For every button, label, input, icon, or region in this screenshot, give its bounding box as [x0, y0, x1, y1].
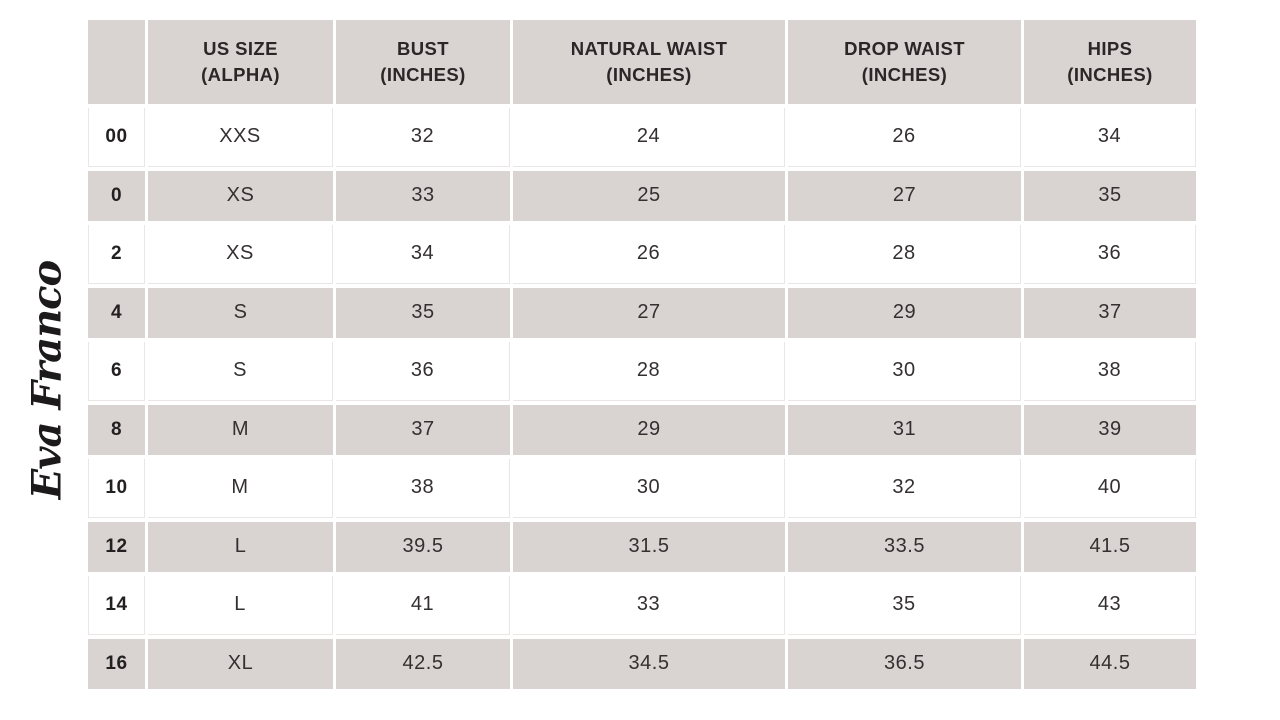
cell-bust: 32 — [336, 108, 510, 167]
cell-us-size: 16 — [88, 634, 145, 693]
cell-natural-waist: 34.5 — [513, 634, 785, 693]
brand-logo-text: Eva Franco — [23, 260, 71, 500]
cell-drop-waist: 29 — [788, 283, 1021, 342]
cell-bust: 39.5 — [336, 517, 510, 576]
cell-natural-waist: 27 — [513, 283, 785, 342]
size-row-10: 10 M 38 30 32 40 — [88, 459, 1196, 518]
cell-natural-waist: 28 — [513, 342, 785, 401]
cell-us-size: 8 — [88, 400, 145, 459]
size-row-14: 14 L 41 33 35 43 — [88, 576, 1196, 635]
cell-natural-waist: 30 — [513, 459, 785, 518]
cell-alpha-size: M — [148, 459, 333, 518]
cell-alpha-size: XS — [148, 166, 333, 225]
cell-alpha-size: L — [148, 517, 333, 576]
cell-natural-waist: 33 — [513, 576, 785, 635]
column-header-us-size — [88, 20, 145, 108]
cell-bust: 42.5 — [336, 634, 510, 693]
cell-alpha-size: M — [148, 400, 333, 459]
size-row-16: 16 XL 42.5 34.5 36.5 44.5 — [88, 634, 1196, 693]
cell-bust: 36 — [336, 342, 510, 401]
cell-alpha-size: XXS — [148, 108, 333, 167]
cell-hips: 43 — [1024, 576, 1196, 635]
cell-natural-waist: 29 — [513, 400, 785, 459]
cell-bust: 35 — [336, 283, 510, 342]
cell-alpha-size: XS — [148, 225, 333, 284]
cell-hips: 39 — [1024, 400, 1196, 459]
cell-drop-waist: 35 — [788, 576, 1021, 635]
column-header-natural-waist: NATURAL WAIST (INCHES) — [513, 20, 785, 108]
size-row-2: 2 XS 34 26 28 36 — [88, 225, 1196, 284]
size-row-0: 0 XS 33 25 27 35 — [88, 166, 1196, 225]
cell-drop-waist: 27 — [788, 166, 1021, 225]
size-row-12: 12 L 39.5 31.5 33.5 41.5 — [88, 517, 1196, 576]
cell-alpha-size: L — [148, 576, 333, 635]
cell-hips: 40 — [1024, 459, 1196, 518]
cell-hips: 37 — [1024, 283, 1196, 342]
cell-bust: 37 — [336, 400, 510, 459]
cell-us-size: 4 — [88, 283, 145, 342]
cell-hips: 44.5 — [1024, 634, 1196, 693]
size-row-8: 8 M 37 29 31 39 — [88, 400, 1196, 459]
cell-bust: 41 — [336, 576, 510, 635]
cell-alpha-size: S — [148, 342, 333, 401]
cell-natural-waist: 31.5 — [513, 517, 785, 576]
cell-drop-waist: 31 — [788, 400, 1021, 459]
cell-drop-waist: 32 — [788, 459, 1021, 518]
cell-us-size: 6 — [88, 342, 145, 401]
cell-natural-waist: 25 — [513, 166, 785, 225]
size-row-00: 00 XXS 32 24 26 34 — [88, 108, 1196, 167]
cell-drop-waist: 36.5 — [788, 634, 1021, 693]
cell-natural-waist: 26 — [513, 225, 785, 284]
size-row-6: 6 S 36 28 30 38 — [88, 342, 1196, 401]
cell-alpha-size: S — [148, 283, 333, 342]
column-header-bust: BUST (INCHES) — [336, 20, 510, 108]
cell-natural-waist: 24 — [513, 108, 785, 167]
cell-hips: 34 — [1024, 108, 1196, 167]
column-header-alpha-size: US SIZE (ALPHA) — [148, 20, 333, 108]
cell-drop-waist: 30 — [788, 342, 1021, 401]
cell-us-size: 0 — [88, 166, 145, 225]
cell-us-size: 00 — [88, 108, 145, 167]
size-chart-table: US SIZE (ALPHA) BUST (INCHES) NATURAL WAIST(… — [85, 20, 1199, 693]
cell-alpha-size: XL — [148, 634, 333, 693]
cell-us-size: 14 — [88, 576, 145, 635]
cell-us-size: 2 — [88, 225, 145, 284]
cell-bust: 34 — [336, 225, 510, 284]
cell-hips: 35 — [1024, 166, 1196, 225]
cell-bust: 33 — [336, 166, 510, 225]
cell-drop-waist: 28 — [788, 225, 1021, 284]
cell-drop-waist: 33.5 — [788, 517, 1021, 576]
table-header-row: US SIZE (ALPHA) BUST (INCHES) NATURAL WAIST(… — [88, 20, 1196, 108]
cell-us-size: 10 — [88, 459, 145, 518]
size-row-4: 4 S 35 27 29 37 — [88, 283, 1196, 342]
cell-us-size: 12 — [88, 517, 145, 576]
brand-logo: Eva Franco — [6, 261, 88, 499]
cell-drop-waist: 26 — [788, 108, 1021, 167]
cell-hips: 38 — [1024, 342, 1196, 401]
cell-bust: 38 — [336, 459, 510, 518]
column-header-hips: HIPS (INCHES) — [1024, 20, 1196, 108]
cell-hips: 36 — [1024, 225, 1196, 284]
column-header-drop-waist: DROP WAIST (INCHES) — [788, 20, 1021, 108]
cell-hips: 41.5 — [1024, 517, 1196, 576]
